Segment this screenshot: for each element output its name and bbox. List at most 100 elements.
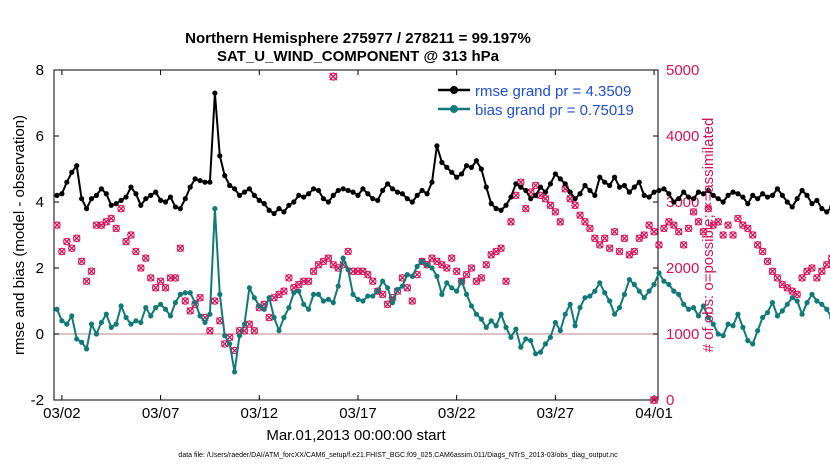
bias-point [454, 288, 460, 294]
obs-assimilated-point [536, 191, 545, 200]
obs-possible-point [132, 247, 140, 256]
bias-point [656, 270, 662, 276]
rmse-point [769, 192, 776, 198]
bias-point [542, 341, 549, 347]
rmse-point [93, 192, 100, 198]
obs-assimilated-point [808, 264, 816, 272]
obs-assimilated-point [670, 221, 678, 229]
obs-possible-point [581, 218, 589, 226]
obs-possible-point [161, 284, 170, 292]
rmse-point [222, 173, 228, 179]
obs-assimilated-point [601, 234, 609, 242]
bias-point [429, 265, 435, 271]
obs-possible-point [610, 227, 619, 236]
obs-assimilated-point [151, 284, 160, 292]
bias-point [192, 300, 198, 306]
bias-point [143, 305, 149, 311]
rmse-point [641, 192, 647, 198]
obs-assimilated-point [531, 181, 540, 190]
bias-point [745, 338, 751, 344]
y-right-tick-label: 2000 [666, 260, 699, 277]
obs-possible-point [250, 326, 259, 335]
obs-possible-point [798, 274, 806, 282]
obs-possible-point [724, 221, 732, 229]
rmse-point [695, 189, 702, 195]
obs-possible-point [502, 277, 510, 285]
rmse-point [611, 174, 618, 180]
rmse-point [207, 179, 213, 185]
bias-point [710, 321, 716, 327]
rmse-point [730, 189, 736, 195]
bias-point [592, 288, 598, 294]
bias-point [769, 300, 776, 306]
obs-assimilated-point [68, 244, 76, 252]
bias-point [355, 296, 361, 302]
rmse-point [310, 186, 317, 192]
rmse-point [64, 179, 70, 185]
bias-point [764, 309, 771, 316]
obs-possible-point [77, 257, 86, 266]
bias-point [513, 326, 519, 332]
obs-possible-point [734, 214, 742, 223]
rmse-point [345, 187, 351, 194]
bias-point [399, 283, 405, 289]
obs-possible-point [280, 287, 288, 295]
obs-assimilated-point [196, 294, 204, 302]
obs-assimilated-point [53, 221, 61, 229]
bias-point [419, 258, 425, 264]
obs-assimilated-point [369, 277, 377, 285]
obs-possible-point [92, 221, 101, 229]
rmse-point [616, 184, 623, 190]
obs-possible-outlier [329, 72, 338, 81]
rmse-point [582, 182, 588, 189]
obs-possible-point [600, 234, 609, 243]
bias-point [281, 314, 287, 321]
rmse-point [394, 189, 401, 195]
obs-assimilated-point [127, 231, 135, 239]
obs-possible-point [546, 201, 555, 210]
bias-point [241, 321, 248, 327]
rmse-point [715, 196, 721, 202]
rmse-point [380, 187, 386, 194]
bias-point [261, 306, 267, 312]
obs-assimilated-point [132, 247, 140, 256]
y-left-tick-label: 8 [36, 62, 44, 79]
obs-assimilated-point [763, 257, 772, 266]
bias-point [113, 321, 119, 327]
bias-point [671, 288, 677, 294]
bias-point [794, 298, 800, 304]
rmse-point [710, 192, 716, 198]
bias-point [700, 303, 706, 309]
rmse-point [69, 169, 75, 175]
obs-assimilated-point [699, 228, 708, 236]
obs-possible-point [640, 231, 648, 239]
rmse-point [666, 191, 672, 197]
obs-possible-point [324, 254, 333, 262]
rmse-point [439, 159, 445, 165]
obs-possible-point [630, 247, 639, 256]
obs-possible-point [670, 221, 678, 229]
chart-title-line1: Northern Hemisphere 275977 / 278211 = 99… [185, 30, 531, 47]
chart-title-line2: SAT_U_WIND_COMPONENT @ 313 hPa [217, 48, 500, 65]
obs-assimilated-point [689, 208, 698, 216]
bias-point [582, 295, 588, 301]
bias-point [187, 290, 193, 296]
bias-point [306, 306, 312, 312]
rmse-point [681, 189, 687, 195]
rmse-point [79, 196, 85, 202]
obs-possible-point [704, 204, 713, 213]
bias-point [685, 306, 692, 312]
bias-point [478, 316, 484, 322]
bias-point [473, 311, 480, 317]
bias-point [394, 286, 401, 293]
obs-assimilated-point [378, 290, 387, 299]
bias-point [572, 323, 578, 329]
rmse-point [157, 197, 164, 203]
rmse-point [444, 164, 450, 170]
obs-possible-point [813, 274, 821, 282]
rmse-point [671, 199, 677, 205]
obs-possible-point [378, 290, 387, 299]
rmse-point [350, 189, 356, 195]
